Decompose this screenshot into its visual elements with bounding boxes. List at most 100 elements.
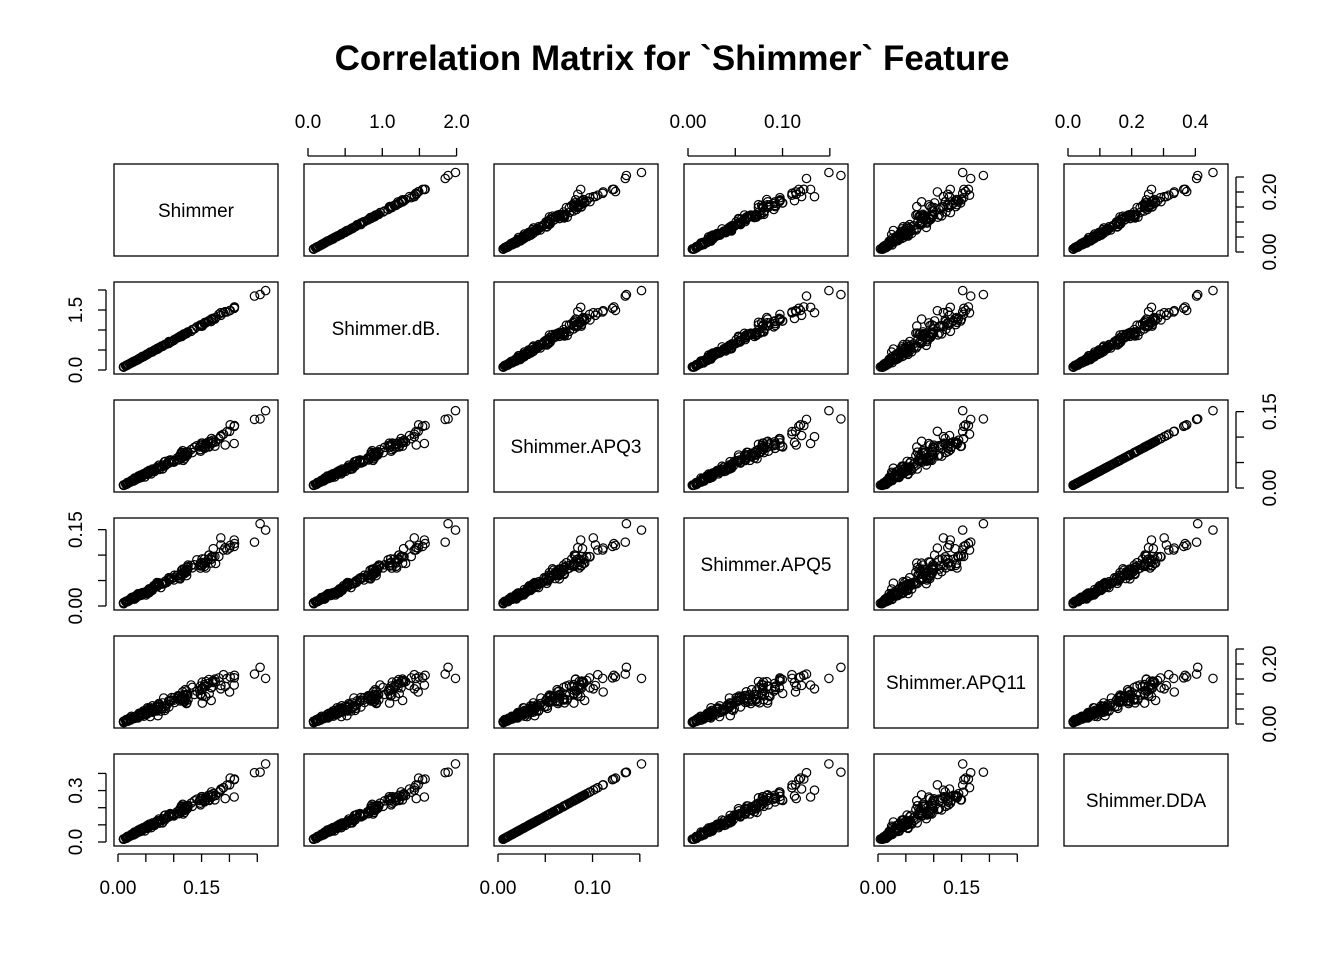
data-point [450,525,461,535]
data-point [1169,187,1180,197]
data-point [769,316,780,327]
data-point [620,291,631,301]
data-point [1076,238,1086,249]
panel-frame [113,163,279,257]
data-point [1181,186,1192,197]
data-point [255,414,265,424]
data-point [735,335,746,346]
panel-frame [683,281,849,375]
data-point [836,289,846,300]
data-point [329,232,340,243]
data-point [1208,405,1218,416]
data-point [978,170,989,181]
data-point [900,230,910,241]
data-point [774,196,785,207]
data-point [1208,673,1218,684]
data-point [369,211,379,221]
data-point [609,670,619,681]
panel-frame [113,281,279,375]
data-point [541,335,551,346]
data-point [1164,190,1174,200]
data-point [260,673,271,684]
panel-frame [303,163,469,257]
data-point [912,210,923,220]
data-point [759,209,769,220]
data-point [719,343,729,354]
data-point [610,186,621,197]
data-point [950,313,960,324]
data-point [952,196,963,206]
data-point [699,238,709,249]
data-point [796,430,807,441]
data-point [152,343,162,354]
data-point [512,352,523,362]
data-point [1083,234,1093,245]
data-point [689,362,700,372]
data-point [1146,184,1157,195]
data-point [761,312,772,323]
data-point [541,217,551,227]
data-point [166,336,177,347]
data-point [598,187,608,197]
data-point [957,285,968,296]
data-point [218,307,229,318]
data-point [1140,200,1150,210]
data-point [358,217,368,227]
data-point [578,194,589,205]
panel-frame [493,281,659,375]
data-point [809,191,820,202]
data-point [925,210,936,220]
data-point [255,662,265,673]
data-point [636,285,647,296]
data-point [932,187,943,197]
data-point [888,578,899,588]
data-point [774,315,785,325]
data-point [419,438,430,449]
data-point [450,405,461,416]
data-point [443,518,453,529]
data-point [450,673,461,684]
data-point [588,307,599,318]
data-point [164,336,174,347]
data-point [836,414,846,424]
data-point [790,305,801,316]
data-point [1139,698,1150,708]
data-point [809,307,820,318]
data-point [739,210,750,220]
data-point [796,784,807,794]
data-point [229,438,239,449]
variable-label: Shimmer.APQ5 [701,555,832,576]
data-point [260,525,271,535]
data-point [1113,221,1123,232]
data-point [519,350,530,361]
data-point [559,328,570,338]
data-point [963,184,974,195]
data-point [918,209,928,220]
data-point [450,167,461,178]
data-point [440,173,450,184]
data-point [571,204,582,215]
data-point [978,289,989,300]
data-point [621,289,632,300]
data-point [926,212,937,222]
data-point [790,687,801,697]
data-point [791,440,801,450]
data-point [735,217,746,227]
data-point [450,759,461,769]
panel-frame [873,281,1039,375]
data-point [791,793,801,804]
data-point [128,356,139,367]
data-point [390,200,401,210]
data-point [1208,167,1218,178]
data-point [1191,537,1202,547]
data-point [712,348,722,359]
data-point [609,538,619,549]
data-point [964,190,975,200]
data-point [1111,217,1122,227]
data-point [183,327,193,337]
data-point [575,197,586,207]
variable-label: Shimmer.APQ11 [886,673,1026,694]
data-point [576,321,587,331]
data-point [1156,196,1166,207]
